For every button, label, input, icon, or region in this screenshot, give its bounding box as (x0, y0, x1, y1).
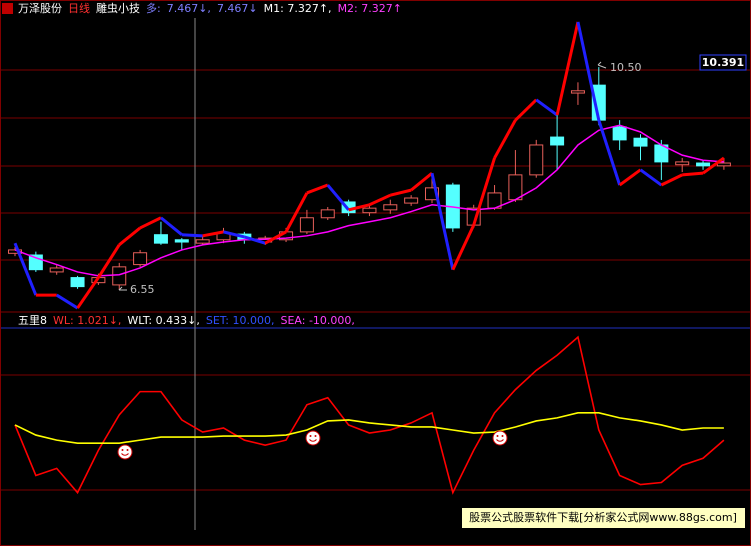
annotation: 10.50 (610, 61, 642, 74)
watermark: 股票公式股票软件下载[分析家公式网www.88gs.com] (469, 510, 737, 524)
header-text: 日线 (68, 1, 90, 15)
candle-body (320, 209, 335, 219)
candle-body (153, 234, 168, 244)
grid (1, 69, 750, 491)
candle-body (633, 137, 648, 147)
candle-body (299, 217, 314, 233)
zigzag-segment (555, 21, 580, 116)
zigzag-segment (430, 172, 455, 270)
candle-body (425, 187, 439, 201)
price-label: 10.391 (702, 56, 744, 69)
header-text: 五里8 (18, 314, 47, 327)
zigzag-segment (243, 235, 266, 245)
smiley (305, 430, 321, 446)
zigzag-segment (223, 230, 245, 239)
zigzag-segment (284, 192, 309, 233)
candle-body (675, 161, 690, 166)
candle-body (195, 239, 210, 244)
header-text: 7.467↓ (217, 2, 258, 15)
price-box (699, 54, 747, 71)
candle-body (70, 277, 85, 288)
zigzag-segment (306, 183, 329, 195)
candle-body (612, 126, 627, 141)
header-text: WLT: 0.433↓, (127, 314, 199, 327)
candle-body (362, 207, 377, 214)
zigzag-segment (368, 193, 391, 207)
header-text: M1: 7.327↑, (264, 2, 332, 15)
zigzag-segment (660, 173, 683, 187)
candle-body (404, 197, 419, 204)
line (14, 412, 724, 444)
candle-body (133, 252, 148, 266)
candle-body (716, 162, 731, 167)
zigzag-segment (13, 242, 38, 296)
candle-body (570, 90, 585, 94)
zigzag-segment (618, 168, 642, 187)
zigzag-segment (410, 172, 433, 192)
candle-body (112, 266, 127, 286)
annotation-arrow (118, 286, 127, 291)
line (14, 124, 724, 277)
zigzag-segment (160, 216, 183, 236)
zigzag-segment (702, 156, 725, 175)
zigzag-segment (472, 157, 496, 226)
zigzag-segment (639, 168, 663, 187)
header-text: 多: (146, 1, 161, 15)
header-text: SEA: -10.000, (280, 314, 354, 327)
zigzag-segment (264, 230, 287, 245)
zigzag-segment (682, 171, 704, 177)
zigzag-segment (326, 184, 350, 211)
zigzag-segment (576, 21, 601, 121)
candle-body (508, 174, 523, 201)
zigzag-segment (597, 119, 622, 186)
zigzag-segment (514, 98, 538, 122)
candle-body (49, 267, 64, 273)
header-text: 万泽股份 (18, 2, 62, 15)
zigzag-segment (202, 230, 224, 238)
zigzag-segment (97, 244, 121, 279)
header-text: 雕虫小技 (96, 1, 140, 15)
annotation-arrow (597, 61, 607, 69)
plot: 万泽股份 日线 雕虫小技 多: 7.467↓, 7.467↓ M1: 7.327↑, M2: … (8, 1, 731, 495)
zigzag-segment (493, 119, 517, 159)
smiley (117, 444, 133, 460)
candle-body (174, 239, 189, 243)
icon (2, 3, 13, 14)
header-text: 7.467↓, (167, 2, 211, 15)
zigzag-segment (181, 233, 203, 238)
candle-body (529, 144, 544, 176)
zigzag-segment (535, 98, 558, 117)
zigzag-segment (348, 203, 370, 212)
header-text: WL: 1.021↓, (53, 314, 121, 327)
header-text: M2: 7.327↑ (338, 2, 402, 15)
line (14, 335, 725, 495)
candle-body (696, 162, 711, 167)
smiley (492, 430, 508, 446)
candle-body (550, 136, 565, 146)
zigzag-segment (76, 276, 100, 309)
watermark-box (462, 508, 745, 528)
zigzag-segment (451, 224, 476, 271)
header-text: SET: 10.000, (206, 314, 275, 327)
annotation: 6.55 (130, 283, 155, 296)
candle-body (383, 204, 398, 211)
zigzag-segment (55, 293, 79, 310)
zigzag-segment (118, 226, 142, 247)
zigzag-segment (389, 188, 412, 197)
zigzag-segment (139, 216, 162, 230)
